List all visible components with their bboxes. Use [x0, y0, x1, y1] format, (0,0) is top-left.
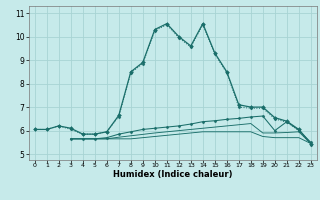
- X-axis label: Humidex (Indice chaleur): Humidex (Indice chaleur): [113, 170, 233, 179]
